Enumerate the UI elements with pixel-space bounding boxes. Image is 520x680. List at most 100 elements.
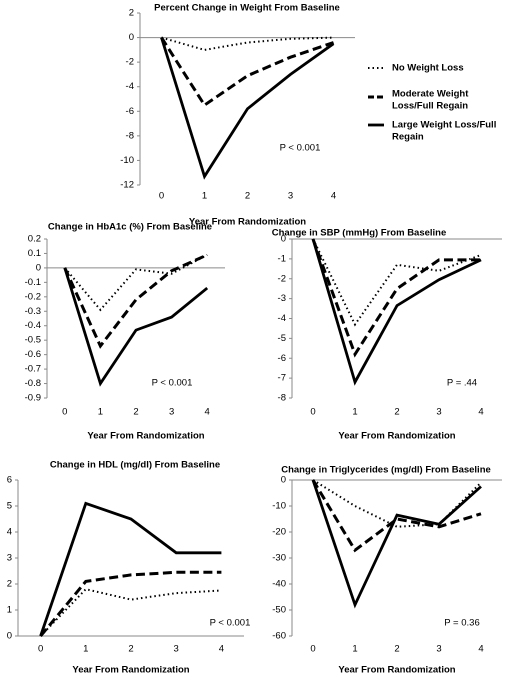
x-tick-label: 3 bbox=[436, 644, 441, 655]
y-tick-label: -0.8 bbox=[25, 378, 41, 389]
series-line-none bbox=[39, 588, 222, 637]
series-line-moderate bbox=[311, 238, 481, 358]
x-tick-label: 2 bbox=[133, 407, 138, 418]
y-tick-label: -7 bbox=[278, 373, 286, 384]
x-tick-label: 4 bbox=[478, 644, 483, 655]
x-tick-label: 1 bbox=[352, 407, 357, 418]
y-tick-label: -4 bbox=[126, 81, 134, 92]
x-tick-label: 2 bbox=[394, 644, 399, 655]
chart-weight: Percent Change in Weight From Baseline 2 0… bbox=[120, 3, 355, 228]
x-axis-label: Year From Randomization bbox=[72, 665, 189, 675]
y-tick-label: -0.4 bbox=[25, 320, 41, 331]
x-tick-label: 2 bbox=[128, 644, 133, 655]
y-tick-label: -10 bbox=[272, 501, 286, 512]
y-tick-label: -0.6 bbox=[25, 349, 41, 360]
chart-title: Change in Triglycerides (mg/dl) From Bas… bbox=[281, 465, 491, 476]
series-line-moderate bbox=[311, 479, 482, 553]
y-tick-label: 6 bbox=[7, 475, 12, 486]
x-tick-label: 4 bbox=[331, 191, 336, 202]
series-line-moderate bbox=[160, 36, 334, 108]
series-line-none bbox=[161, 36, 334, 51]
y-tick-label: -0.3 bbox=[25, 306, 41, 317]
x-axis-label: Year From Randomization bbox=[189, 217, 306, 228]
y-tick-label: 0 bbox=[281, 475, 286, 486]
y-tick-label: -0.1 bbox=[25, 277, 41, 288]
y-tick-label: -8 bbox=[126, 130, 134, 141]
x-tick-label: 0 bbox=[62, 407, 67, 418]
y-tick-label: -5 bbox=[278, 333, 286, 344]
x-tick-label: 3 bbox=[288, 191, 293, 202]
chart-title: Change in HDL (mg/dl) From Baseline bbox=[50, 460, 220, 471]
y-tick-label: -3 bbox=[278, 293, 286, 304]
y-tick-label: 0 bbox=[281, 234, 286, 245]
y-tick-label: -2 bbox=[126, 57, 134, 68]
y-tick-label: 2 bbox=[129, 8, 134, 19]
x-tick-label: 1 bbox=[202, 191, 207, 202]
p-value-annotation: P < 0.001 bbox=[152, 378, 193, 389]
series-line-large bbox=[311, 479, 482, 609]
chart-title: Change in HbA1c (%) From Baseline bbox=[48, 222, 212, 233]
x-tick-label: 4 bbox=[205, 407, 210, 418]
y-tick-label: -6 bbox=[278, 353, 286, 364]
series-line-large bbox=[39, 501, 222, 637]
chart-hdl: Change in HDL (mg/dl) From Baseline 6 5 4 3 2… bbox=[7, 460, 251, 676]
x-tick-label: 0 bbox=[38, 644, 43, 655]
legend-label-large: Regain bbox=[392, 132, 424, 143]
legend-label-none: No Weight Loss bbox=[392, 63, 464, 74]
y-tick-label: -0.7 bbox=[25, 364, 41, 375]
y-tick-label: -1 bbox=[278, 253, 286, 264]
y-tick-label: 3 bbox=[7, 553, 12, 564]
x-axis-label: Year From Randomization bbox=[338, 665, 455, 675]
y-tick-label: 0.1 bbox=[28, 248, 41, 259]
series-line-none bbox=[64, 254, 208, 312]
y-tick-label: -4 bbox=[278, 313, 286, 324]
y-tick-label: 5 bbox=[7, 501, 12, 512]
p-value-annotation: P < 0.001 bbox=[280, 143, 321, 154]
y-tick-label: 2 bbox=[7, 579, 12, 590]
x-tick-label: 1 bbox=[98, 407, 103, 418]
y-tick-label: -50 bbox=[272, 605, 286, 616]
x-tick-label: 0 bbox=[310, 407, 315, 418]
legend-label-moderate: Loss/Full Regain bbox=[392, 101, 468, 112]
y-tick-label: -8 bbox=[278, 393, 286, 404]
chart-title: Percent Change in Weight From Baseline bbox=[154, 3, 340, 14]
x-tick-label: 1 bbox=[352, 644, 357, 655]
series-line-none bbox=[312, 238, 482, 327]
y-tick-label: 0.2 bbox=[28, 234, 41, 245]
x-tick-label: 4 bbox=[478, 407, 483, 418]
x-axis-label: Year From Randomization bbox=[87, 431, 204, 442]
legend-label-large: Large Weight Loss/Full bbox=[392, 120, 496, 131]
x-tick-label: 2 bbox=[394, 407, 399, 418]
x-tick-label: 1 bbox=[83, 644, 88, 655]
series-line-moderate bbox=[39, 570, 222, 637]
p-value-annotation: P = .44 bbox=[447, 378, 477, 389]
y-tick-label: 4 bbox=[7, 527, 12, 538]
chart-hba1c: Change in HbA1c (%) From Baseline 0.2 0.1 0… bbox=[25, 222, 225, 442]
y-tick-label: -0.5 bbox=[25, 335, 41, 346]
y-tick-label: 0 bbox=[7, 631, 12, 642]
y-tick-label: -10 bbox=[120, 155, 134, 166]
x-tick-label: 3 bbox=[169, 407, 174, 418]
legend-label-moderate: Moderate Weight bbox=[392, 89, 469, 100]
x-tick-label: 4 bbox=[219, 644, 224, 655]
y-tick-label: -12 bbox=[120, 180, 134, 191]
y-tick-label: -30 bbox=[272, 553, 286, 564]
x-tick-label: 2 bbox=[245, 191, 250, 202]
p-value-annotation: P = 0.36 bbox=[444, 618, 479, 629]
chart-sbp: Change in SBP (mmHg) From Baseline0-1-2-… bbox=[272, 228, 502, 442]
y-tick-label: -6 bbox=[126, 106, 134, 117]
y-tick-label: -0.2 bbox=[25, 291, 41, 302]
x-tick-label: 3 bbox=[436, 407, 441, 418]
p-value-annotation: P < 0.001 bbox=[210, 618, 251, 629]
y-tick-label: -20 bbox=[272, 527, 286, 538]
y-tick-label: 0 bbox=[36, 262, 41, 273]
series-line-large bbox=[63, 267, 209, 387]
y-tick-label: 0 bbox=[129, 32, 134, 43]
series-line-large bbox=[160, 37, 335, 180]
series-line-large bbox=[311, 238, 482, 386]
y-tick-label: 1 bbox=[7, 605, 12, 616]
y-tick-label: -40 bbox=[272, 579, 286, 590]
